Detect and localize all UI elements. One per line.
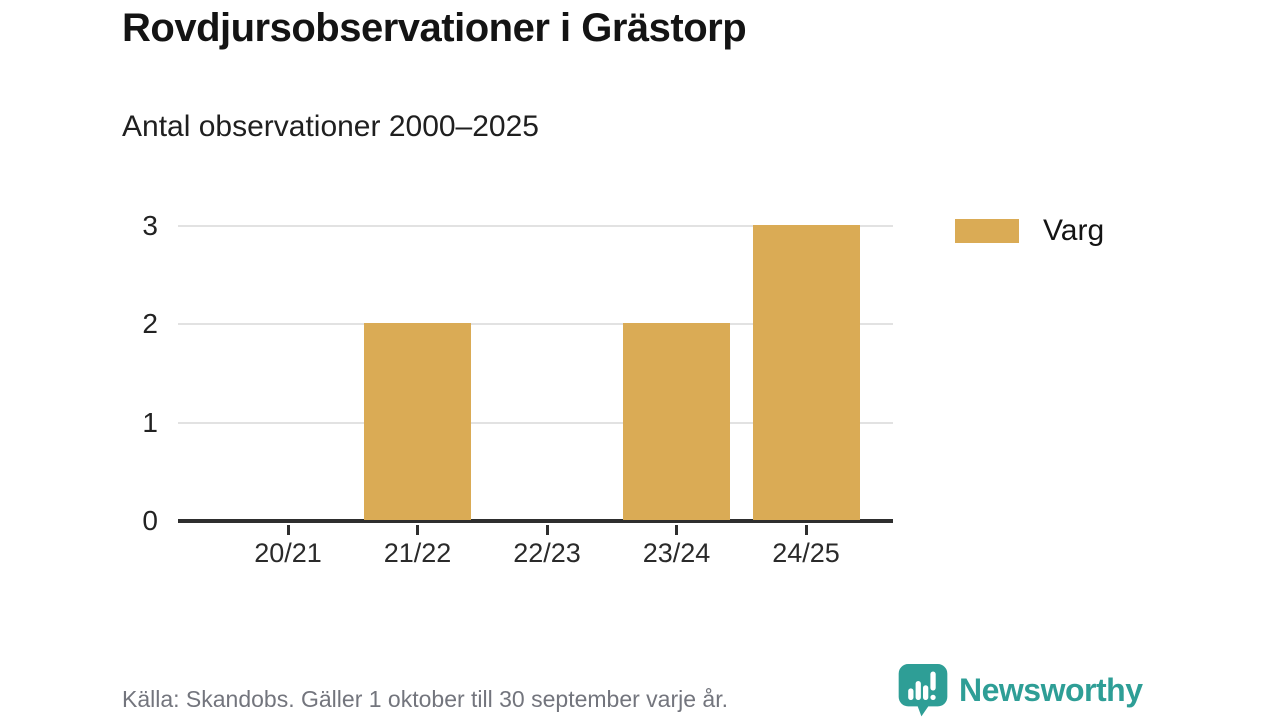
logo-bar-tall (915, 680, 921, 701)
logo-bar-small (908, 688, 914, 701)
newsworthy-logo: Newsworthy (897, 663, 1143, 718)
bar-24-25 (752, 225, 860, 520)
x-axis-tick (545, 525, 549, 535)
x-axis-tick (416, 525, 419, 535)
legend: Varg (955, 214, 1104, 248)
logo-exclamation-dot (930, 694, 936, 701)
newsworthy-logo-icon (898, 664, 948, 717)
logo-exclamation-stem (930, 671, 936, 691)
x-axis-tick-label: 21/22 (383, 538, 452, 568)
bar-21-22 (364, 323, 471, 520)
source-note: Källa: Skandobs. Gäller 1 oktober till 3… (122, 686, 728, 712)
chart-subtitle: Antal observationer 2000–2025 (122, 110, 539, 143)
y-axis-tick-label: 0 (142, 505, 158, 536)
gridline-y3 (178, 225, 893, 227)
x-axis-line (178, 519, 893, 523)
x-axis-tick (286, 525, 290, 535)
bar-23-24 (623, 323, 730, 520)
plot-area (178, 225, 893, 523)
logo-bar-medium (923, 685, 929, 701)
x-axis-tick-label: 22/23 (513, 538, 581, 568)
y-axis-tick-label: 3 (142, 210, 158, 241)
page-title: Rovdjursobservationer i Grästorp (122, 6, 747, 50)
x-axis-tick (675, 525, 678, 535)
x-axis-tick-label: 23/24 (642, 538, 711, 568)
gridline-y1 (178, 421, 893, 424)
x-axis-tick (804, 525, 808, 535)
gridline-y2 (178, 323, 893, 326)
legend-swatch-varg (955, 219, 1019, 243)
legend-label: Varg (1043, 214, 1105, 247)
y-axis-tick-label: 2 (142, 308, 158, 340)
x-axis-tick-label: 20/21 (254, 538, 322, 568)
newsworthy-wordmark: Newsworthy (959, 672, 1143, 708)
x-axis-tick-label: 24/25 (772, 538, 840, 568)
y-axis-tick-label: 1 (142, 406, 158, 438)
